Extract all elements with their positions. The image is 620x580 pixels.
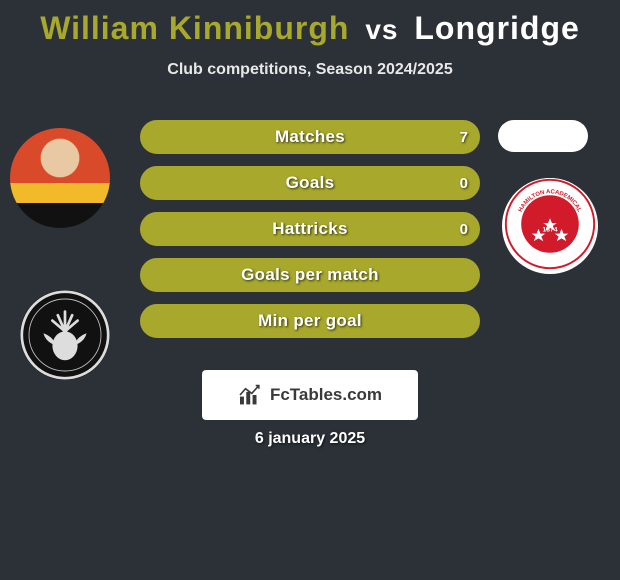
svg-text:1874: 1874: [543, 226, 558, 233]
stat-row: 7Matches: [140, 120, 480, 154]
player1-avatar-art: [10, 128, 110, 228]
stat-label: Goals: [142, 168, 478, 198]
subtitle: Club competitions, Season 2024/2025: [0, 61, 620, 79]
date-label: 6 january 2025: [0, 430, 620, 448]
stat-label: Goals per match: [142, 260, 478, 290]
stat-track: Min per goal: [140, 304, 480, 338]
stat-track: 0Hattricks: [140, 212, 480, 246]
stat-label: Matches: [142, 122, 478, 152]
player1-club-badge: [20, 290, 110, 380]
stat-label: Hattricks: [142, 214, 478, 244]
player2-club-badge: 1874 HAMILTON ACADEMICAL: [502, 178, 598, 274]
brand-box[interactable]: FcTables.com: [202, 370, 418, 420]
hamilton-icon: 1874 HAMILTON ACADEMICAL: [502, 178, 598, 272]
thistle-icon: [20, 290, 110, 380]
player1-avatar: [10, 128, 110, 228]
brand-label: FcTables.com: [270, 385, 382, 405]
stat-row: Goals per match: [140, 258, 480, 292]
stats-bars: 7Matches 0Goals 0Hattricks Goals per match M…: [140, 120, 480, 350]
stat-track: 7Matches: [140, 120, 480, 154]
chart-icon: [238, 384, 264, 406]
player1-name: William Kinniburgh: [40, 10, 349, 46]
stat-label: Min per goal: [142, 306, 478, 336]
page-title: William Kinniburgh vs Longridge: [0, 0, 620, 47]
player2-avatar: [498, 120, 588, 152]
stat-track: 0Goals: [140, 166, 480, 200]
player2-name: Longridge: [414, 10, 579, 46]
stat-track: Goals per match: [140, 258, 480, 292]
stat-row: 0Goals: [140, 166, 480, 200]
stat-row: Min per goal: [140, 304, 480, 338]
stat-row: 0Hattricks: [140, 212, 480, 246]
vs-label: vs: [365, 14, 398, 45]
